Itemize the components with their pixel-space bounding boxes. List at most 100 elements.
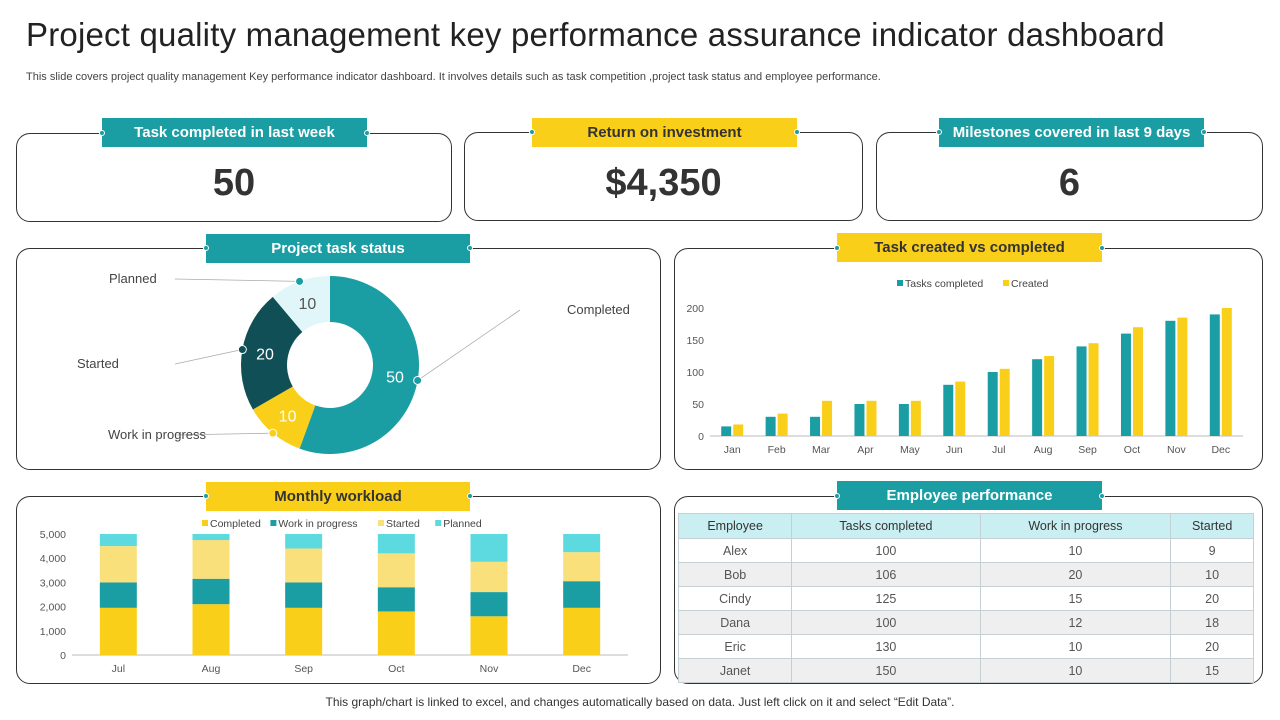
stack-planned [470, 534, 508, 562]
stack-planned [377, 534, 415, 554]
table-header-row: Employee Tasks completed Work in progres… [677, 513, 1254, 539]
workload-y-tick: 2,000 [40, 602, 66, 614]
col-work-in-progress: Work in progress [979, 513, 1172, 539]
cvc-x-tick: Mar [812, 444, 831, 456]
table-cell: Eric [677, 634, 793, 659]
stack-planned [285, 534, 323, 549]
table-cell: 12 [979, 610, 1172, 635]
table-cell: 130 [791, 634, 981, 659]
bar-tasks-completed [854, 404, 865, 436]
workload-x-tick: Jul [112, 663, 125, 675]
cvc-x-tick: Dec [1211, 444, 1230, 456]
legend-label: Tasks completed [905, 278, 983, 290]
bar-created [777, 413, 788, 436]
legend-label: Planned [443, 518, 482, 530]
table-cell: 20 [1170, 634, 1254, 659]
connector-dot [529, 129, 535, 135]
cvc-x-tick: Jan [724, 444, 741, 456]
cvc-x-tick: Oct [1124, 444, 1140, 456]
bar-created [1132, 327, 1143, 436]
donut-category-label: Planned [109, 271, 157, 286]
stack-work-in-progress [377, 587, 415, 612]
connector-dot [203, 245, 209, 251]
workload-y-tick: 0 [60, 650, 66, 662]
bar-tasks-completed [1076, 346, 1087, 436]
table-cell: 18 [1170, 610, 1254, 635]
legend-swatch [897, 280, 903, 286]
donut-value-label: 10 [279, 409, 297, 426]
cvc-y-tick: 150 [686, 335, 704, 347]
cvc-x-tick: May [900, 444, 921, 456]
connector-dot [1201, 129, 1207, 135]
table-cell: 9 [1170, 538, 1254, 563]
page-subtitle: This slide covers project quality manage… [26, 71, 881, 83]
cvc-x-tick: Jul [992, 444, 1005, 456]
legend-swatch [378, 520, 384, 526]
col-employee: Employee [677, 513, 793, 539]
footer-note: This graph/chart is linked to excel, and… [325, 695, 955, 709]
donut-value-label: 50 [386, 369, 404, 386]
stack-started [192, 540, 230, 579]
table-cell: 10 [979, 538, 1172, 563]
connector-dot [834, 493, 840, 499]
table-cell: Alex [677, 538, 793, 563]
table-row: Alex 100 10 9 [677, 538, 1254, 563]
kpi-label-roi: Return on investment [532, 118, 797, 147]
connector-dot [467, 493, 473, 499]
leader-line [417, 309, 521, 381]
bar-created [910, 400, 921, 436]
stack-work-in-progress [192, 578, 230, 605]
legend-swatch [1003, 280, 1009, 286]
table-row: Cindy 125 15 20 [677, 586, 1254, 611]
workload-y-tick: 1,000 [40, 626, 66, 638]
donut-slice-planned [272, 276, 330, 333]
donut-category-label: Started [77, 356, 119, 371]
table-cell: Bob [677, 562, 793, 587]
legend-swatch [270, 520, 277, 526]
stack-planned [192, 534, 230, 541]
table-row: Janet 150 10 15 [677, 658, 1254, 683]
bar-created [1044, 356, 1055, 436]
stack-work-in-progress [563, 581, 601, 608]
table-cell: 15 [979, 586, 1172, 611]
table-cell: Janet [677, 658, 793, 683]
connector-dot [99, 130, 105, 136]
connector-dot [794, 129, 800, 135]
legend-label: Created [1011, 278, 1049, 290]
table-cell: 10 [979, 658, 1172, 683]
connector-dot [467, 245, 473, 251]
table-cell: 10 [1170, 562, 1254, 587]
stack-work-in-progress [285, 582, 323, 608]
table-cell: 20 [1170, 586, 1254, 611]
stack-work-in-progress [99, 582, 137, 608]
leader-dot [413, 375, 423, 385]
stack-completed [192, 604, 230, 655]
bar-created [1177, 317, 1188, 436]
cvc-x-tick: Feb [768, 444, 786, 456]
bar-tasks-completed [765, 416, 776, 436]
bar-created [866, 400, 877, 436]
stack-started [377, 553, 415, 588]
connector-dot [1099, 493, 1105, 499]
donut-category-label: Completed [567, 302, 630, 317]
stack-completed [99, 607, 137, 655]
connector-dot [364, 130, 370, 136]
legend-label: Started [386, 518, 420, 530]
leader-dot [237, 345, 247, 355]
stack-completed [377, 611, 415, 655]
cvc-x-tick: Nov [1167, 444, 1186, 456]
bar-tasks-completed [1120, 333, 1131, 436]
bar-created [1088, 343, 1099, 436]
col-tasks-completed: Tasks completed [791, 513, 981, 539]
table-cell: 15 [1170, 658, 1254, 683]
bar-tasks-completed [1032, 359, 1043, 436]
stack-started [563, 552, 601, 582]
stack-planned [99, 534, 137, 547]
connector-dot [936, 129, 942, 135]
bar-tasks-completed [810, 416, 821, 436]
table-cell: Dana [677, 610, 793, 635]
donut-category-label: Work in progress [108, 427, 207, 442]
table-cell: 10 [979, 634, 1172, 659]
table-cell: 20 [979, 562, 1172, 587]
